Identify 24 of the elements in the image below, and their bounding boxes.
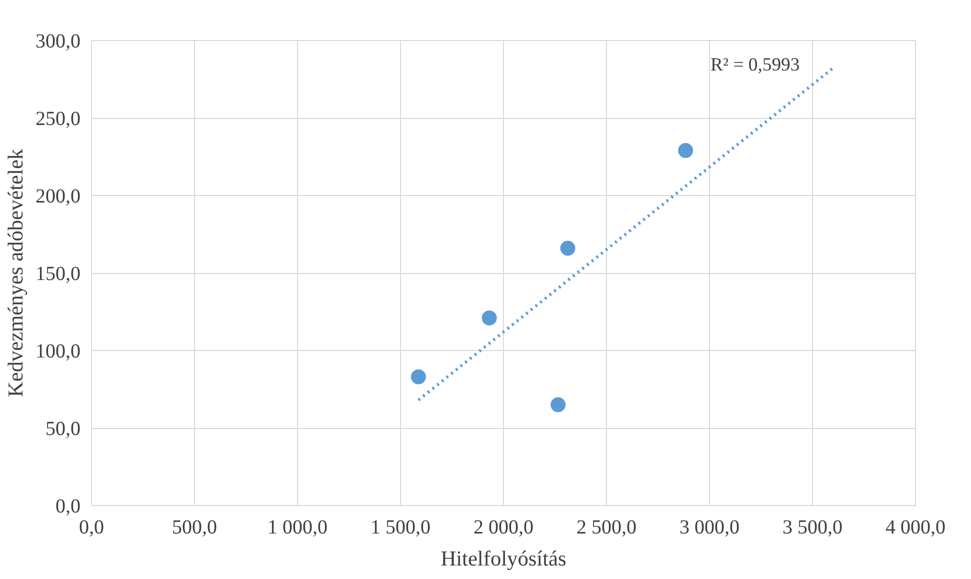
x-tick-label: 500,0 — [172, 516, 217, 538]
y-tick-label: 0,0 — [56, 496, 80, 518]
y-tick-label: 150,0 — [36, 263, 80, 285]
y-tick-label: 300,0 — [36, 30, 80, 52]
y-tick-label: 100,0 — [36, 340, 80, 362]
x-tick-label: 1 500,0 — [370, 516, 430, 538]
point — [410, 369, 426, 384]
x-axis-title: Hitelfolyósítás — [440, 546, 566, 570]
y-tick-label: 50,0 — [46, 418, 80, 440]
annotation: R² = 0,5993 — [710, 54, 800, 76]
y-axis-title: Kedvezményes adóbevételek — [4, 148, 28, 398]
point — [482, 310, 497, 326]
point — [560, 240, 576, 256]
x-tick-label: 3 500,0 — [782, 516, 842, 538]
x-tick-label: 0,0 — [79, 516, 104, 538]
y-tick-label: 250,0 — [36, 108, 80, 130]
y-tick-label: 200,0 — [36, 186, 80, 208]
x-tick-label: 2 500,0 — [576, 516, 636, 538]
x-tick-label: 1 000,0 — [268, 516, 328, 538]
x-tick-label: 4 000,0 — [886, 516, 946, 538]
point — [678, 143, 694, 158]
x-tick-label: 3 000,0 — [680, 516, 740, 538]
x-tick-label: 2 000,0 — [474, 516, 534, 538]
point — [550, 397, 566, 412]
